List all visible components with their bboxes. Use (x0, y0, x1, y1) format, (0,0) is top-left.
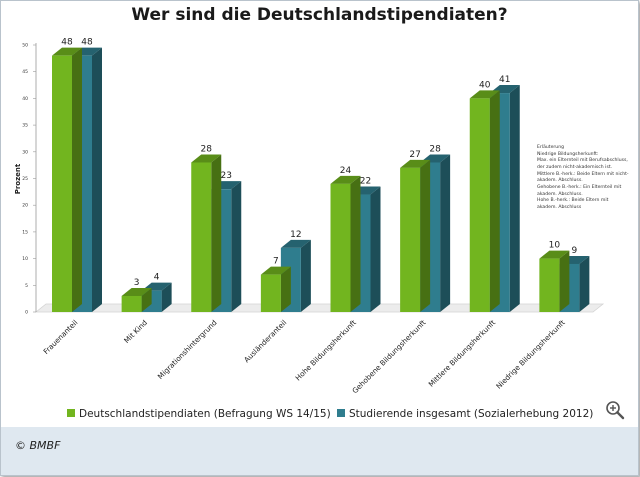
data-label: 40 (479, 80, 491, 90)
data-label: 22 (360, 177, 371, 187)
bar-series-1-top (260, 266, 291, 275)
copyright-credit: © BMBF (15, 439, 61, 452)
x-tick-label: Migrationshintergrund (156, 318, 219, 381)
bar-series-1-side (489, 90, 500, 313)
data-label: 3 (134, 278, 140, 288)
x-tick-label: Mit Kind (122, 318, 149, 345)
bar-series-2-side (300, 239, 311, 312)
x-tick-label: Mittlere Bildungsherkunft (427, 318, 498, 389)
x-tick-label: Hohe Bildungsherkunft (293, 318, 358, 383)
y-tick-label: 15 (22, 229, 28, 235)
bar-series-1-top (400, 159, 431, 168)
note-heading: Erläuterung (537, 145, 565, 150)
x-tick-label: Niedrige Bildungsherkunft (494, 318, 567, 391)
bar-series-1-side (350, 175, 361, 312)
y-tick-label: 40 (22, 96, 28, 102)
bar-series-1-top (52, 47, 82, 56)
bar-series-1 (121, 295, 142, 312)
chart-title: Wer sind die Deutschlandstipendiaten? (131, 5, 508, 25)
bar-series-1-side (559, 250, 570, 312)
y-tick-label: 35 (22, 123, 28, 129)
data-label: 10 (549, 241, 561, 251)
x-tick-label: Ausländeranteil (242, 318, 288, 364)
y-tick-label: 0 (25, 310, 28, 316)
y-tick-label: 25 (22, 176, 28, 182)
bar-series-2-side (161, 282, 172, 312)
data-label: 28 (429, 144, 441, 154)
bar-series-2-side (509, 85, 520, 312)
bar-series-1-side (420, 159, 431, 312)
bar-series-1-top (121, 287, 152, 296)
chart-legend: Deutschlandstipendiaten (Befragung WS 14… (1, 401, 638, 427)
data-label: 7 (273, 257, 279, 267)
y-tick-label: 20 (22, 203, 28, 209)
y-tick-label: 30 (22, 149, 28, 155)
data-label: 27 (409, 150, 420, 160)
y-tick-label: 10 (22, 256, 28, 262)
data-label: 23 (221, 171, 232, 181)
data-label: 48 (61, 38, 73, 48)
note-line: Mittlere B.-herk.: Beide Eltern mit nich… (537, 171, 629, 184)
data-label: 28 (201, 144, 213, 154)
note-line: Gehobene B.-herk.: Ein Elternteil mit ak… (537, 184, 622, 197)
bar-series-1-side (72, 47, 82, 313)
bar-series-1 (469, 98, 490, 313)
data-label: 4 (154, 273, 160, 283)
bar-series-1 (52, 55, 72, 313)
legend-swatch (337, 409, 345, 417)
bar-series-1-top (469, 90, 500, 99)
bar-series-1-side (141, 287, 152, 312)
footer-bar: © BMBF (1, 427, 638, 475)
bar-series-2-top (280, 239, 311, 248)
zoom-in-icon[interactable] (605, 400, 625, 420)
legend-item-series-2: Studierende insgesamt (Sozialerhebung 20… (337, 408, 593, 420)
x-tick-label: Gehobene Bildungsherkunft (350, 318, 427, 395)
legend-swatch (67, 409, 75, 417)
bar-series-2-side (440, 154, 451, 312)
data-label: 9 (572, 246, 578, 256)
y-axis-label: Prozent (14, 163, 22, 194)
bar-series-1-top (539, 250, 570, 259)
bar-series-2-side (370, 186, 381, 312)
legend-item-series-1: Deutschlandstipendiaten (Befragung WS 14… (67, 408, 331, 420)
bar-series-1 (330, 183, 351, 312)
bar-series-1-top (330, 175, 361, 184)
data-label: 48 (81, 38, 93, 48)
note-line: Hohe B.-herk.: Beide Eltern mit akadem. … (537, 198, 609, 210)
y-tick-label: 45 (22, 69, 28, 75)
bar-series-1 (400, 167, 421, 312)
x-tick-label: Frauenanteil (41, 318, 79, 356)
y-tick-label: 50 (22, 43, 28, 49)
bar-series-1-side (211, 154, 222, 312)
bar-series-1-top (191, 154, 222, 163)
y-tick-label: 5 (25, 283, 28, 289)
data-label: 24 (340, 166, 352, 176)
bar-series-1 (191, 162, 212, 312)
bar-series-2-side (231, 181, 242, 312)
explanation-note: Erläuterung Niedrige Bildungsherkunft: M… (537, 145, 629, 212)
bar-series-1 (260, 274, 281, 312)
note-line: Max. ein Elternteil mit Berufsabschluss,… (537, 158, 628, 170)
note-line: Niedrige Bildungsherkunft: (537, 151, 599, 157)
bar-series-1 (539, 258, 560, 312)
data-label: 41 (499, 75, 510, 85)
legend-label: Deutschlandstipendiaten (Befragung WS 14… (79, 408, 331, 420)
data-label: 12 (290, 230, 301, 240)
bar-series-2-side (92, 47, 102, 313)
bar-chart: 0 5 10 15 20 25 30 35 40 45 50 Prozent 48 48 Frauenant… (14, 38, 605, 395)
bar-series-2-side (579, 255, 590, 312)
legend-label: Studierende insgesamt (Sozialerhebung 20… (349, 408, 594, 420)
bar-series-1-side (280, 266, 291, 312)
